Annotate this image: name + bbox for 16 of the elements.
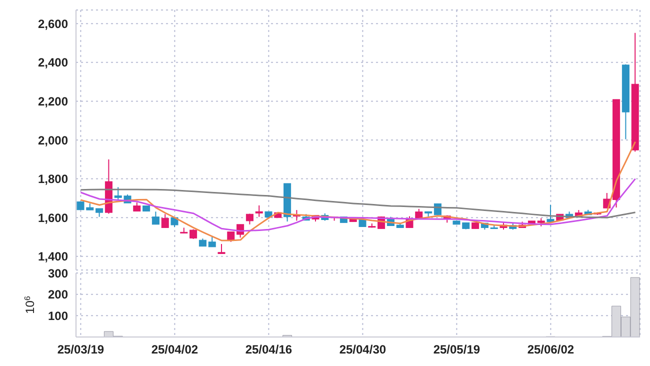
y-tick-label: 1,600 xyxy=(38,210,68,225)
x-tick-label: 25/04/30 xyxy=(339,342,386,357)
y-tick-label: 2,000 xyxy=(38,133,68,148)
y-tick-label: 200 xyxy=(48,288,68,302)
y-tick-label: 2,600 xyxy=(38,16,68,31)
x-tick-label: 25/05/19 xyxy=(433,342,480,357)
y-tick-label: 1,800 xyxy=(38,172,68,186)
y-tick-label: 2,400 xyxy=(38,56,68,70)
y-tick-label: 100 xyxy=(48,308,68,323)
x-tick-label: 25/04/16 xyxy=(245,342,292,357)
x-tick-label: 25/03/19 xyxy=(57,342,104,357)
x-tick-label: 25/06/02 xyxy=(527,342,574,357)
y-tick-label: 300 xyxy=(48,266,68,280)
x-tick-label: 25/04/02 xyxy=(151,342,198,357)
y-tick-label: 1,400 xyxy=(38,250,68,264)
y-tick-label: 2,200 xyxy=(38,94,68,108)
